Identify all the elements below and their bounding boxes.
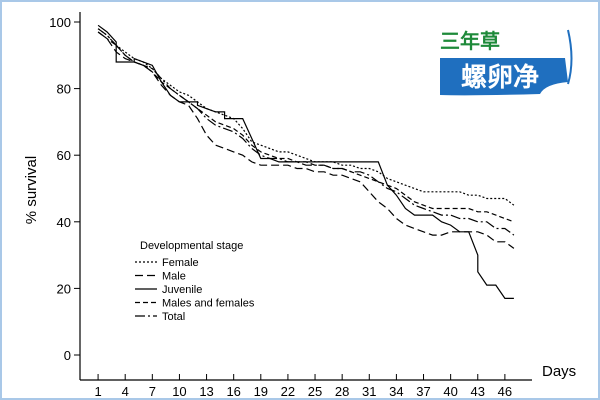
y-tick-label: 0 [64, 348, 71, 363]
x-tick-label: 13 [199, 384, 213, 399]
watermark-top-text: 三年草 [440, 29, 500, 53]
watermark-badge [440, 58, 568, 96]
y-tick-label: 60 [57, 148, 71, 163]
y-axis-title: % survival [23, 156, 40, 224]
x-tick-label: 31 [362, 384, 376, 399]
x-ticks: 1 4 7 10 13 16 19 22 25 28 31 34 37 40 43 46 [94, 374, 512, 399]
legend-label: Juvenile [162, 284, 202, 296]
x-tick-label: 34 [389, 384, 403, 399]
y-tick-label: 40 [57, 215, 71, 230]
y-tick-label: 80 [57, 82, 71, 97]
x-tick-label: 4 [122, 384, 129, 399]
x-axis-title: Days [542, 363, 576, 380]
y-tick-label: 20 [57, 281, 71, 296]
x-tick-label: 40 [443, 384, 457, 399]
y-tick-label: 100 [49, 15, 71, 30]
legend-label: Male [162, 271, 186, 283]
x-tick-label: 37 [416, 384, 430, 399]
series-line-male [97, 31, 515, 249]
watermark-logo: 三年草 螺卵净 [440, 29, 573, 96]
series-line-total [97, 28, 515, 236]
legend-title: Developmental stage [140, 240, 243, 252]
x-tick-label: 46 [498, 384, 512, 399]
x-tick-label: 28 [335, 384, 349, 399]
series-line-juvenile [97, 24, 514, 299]
x-tick-label: 1 [94, 384, 101, 399]
legend-label: Female [162, 257, 199, 269]
series-line-males-and-females [97, 31, 515, 223]
x-tick-label: 7 [149, 384, 156, 399]
x-tick-label: 10 [172, 384, 186, 399]
x-tick-label: 22 [281, 384, 295, 399]
legend-label: Total [162, 311, 185, 323]
watermark-main-text: 螺卵净 [461, 63, 539, 93]
watermark-swoosh [567, 29, 573, 85]
axes [79, 12, 532, 381]
x-tick-label: 19 [254, 384, 268, 399]
series-line-female [97, 28, 515, 206]
legend-label: Males and females [162, 298, 255, 310]
x-tick-label: 25 [308, 384, 322, 399]
y-ticks: 0 20 40 60 80 100 [49, 15, 80, 363]
x-tick-label: 43 [471, 384, 485, 399]
series-group [97, 24, 515, 299]
x-tick-label: 16 [226, 384, 240, 399]
